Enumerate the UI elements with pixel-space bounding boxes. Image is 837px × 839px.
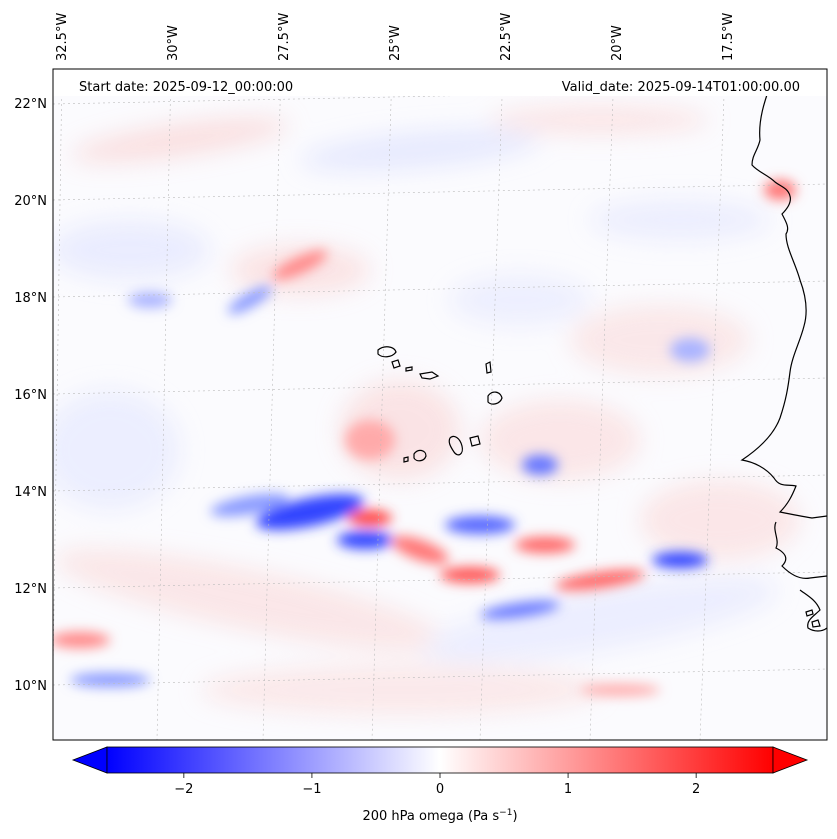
lon-tick-label: 27.5°W [277, 13, 292, 61]
lon-tick-label: 30°W [166, 25, 181, 61]
colorbar-ticks: −2 −1 0 1 2 [174, 773, 700, 797]
lat-tick-label: 16°N [14, 388, 47, 403]
colorbar: −2 −1 0 1 2 200 hPa omega (Pa s−1) [71, 746, 809, 824]
sao-nicolau-island [419, 371, 440, 380]
santiago-island [448, 435, 463, 456]
map-frame [52, 68, 828, 741]
fogo-island [413, 449, 427, 462]
omega-field [53, 106, 800, 715]
gambia-coastline [774, 521, 827, 579]
colorbar-tick-label: −2 [174, 782, 193, 797]
lon-tick-label: 17.5°W [721, 13, 736, 61]
brava-island [403, 456, 409, 463]
colorbar-extend-max [772, 746, 809, 774]
colorbar-label: 200 hPa omega (Pa s−1) [362, 808, 517, 824]
colorbar-tick-label: 2 [692, 782, 700, 797]
longitude-tick-labels: 32.5°W 30°W 27.5°W 25°W 22.5°W 20°W 17.5°W [55, 13, 736, 61]
colorbar-tick-label: 1 [564, 782, 572, 797]
map-plot-area: Start date: 2025-09-12_00:00:00 Valid_da… [52, 68, 828, 741]
latitude-tick-labels: 22°N 20°N 18°N 16°N 14°N 12°N 10°N [14, 97, 47, 694]
santo-antao-island [377, 346, 397, 358]
colorbar-tick-label: 0 [436, 782, 444, 797]
lat-tick-label: 14°N [14, 485, 47, 500]
colorbar-body [106, 746, 774, 774]
colorbar-tick-label: −1 [302, 782, 321, 797]
colorbar-extend-min [71, 746, 108, 774]
lat-tick-label: 12°N [14, 582, 47, 597]
valid-date-label: Valid_date: 2025-09-14T01:00:00.00 [562, 80, 800, 95]
lat-tick-label: 20°N [14, 194, 47, 209]
colorbar-label-exponent: −1 [499, 808, 512, 818]
lon-tick-label: 32.5°W [55, 13, 70, 61]
lon-tick-label: 25°W [388, 25, 403, 61]
lat-tick-label: 18°N [14, 291, 47, 306]
bijagos-islands [805, 609, 821, 628]
santa-luzia-island [405, 366, 413, 372]
maio-island [469, 435, 481, 447]
header-backdrop [53, 69, 827, 96]
lon-tick-label: 20°W [610, 25, 625, 61]
lat-tick-label: 10°N [14, 679, 47, 694]
boa-vista-island [487, 391, 503, 405]
africa-coastline [740, 85, 827, 519]
start-date-label: Start date: 2025-09-12_00:00:00 [79, 80, 293, 95]
lat-tick-label: 22°N [14, 97, 47, 112]
coastlines [377, 85, 827, 632]
lon-tick-label: 22.5°W [499, 13, 514, 61]
guinea-bissau-coastline [799, 589, 827, 632]
sao-vicente-island [391, 359, 401, 369]
sal-island [485, 361, 492, 374]
